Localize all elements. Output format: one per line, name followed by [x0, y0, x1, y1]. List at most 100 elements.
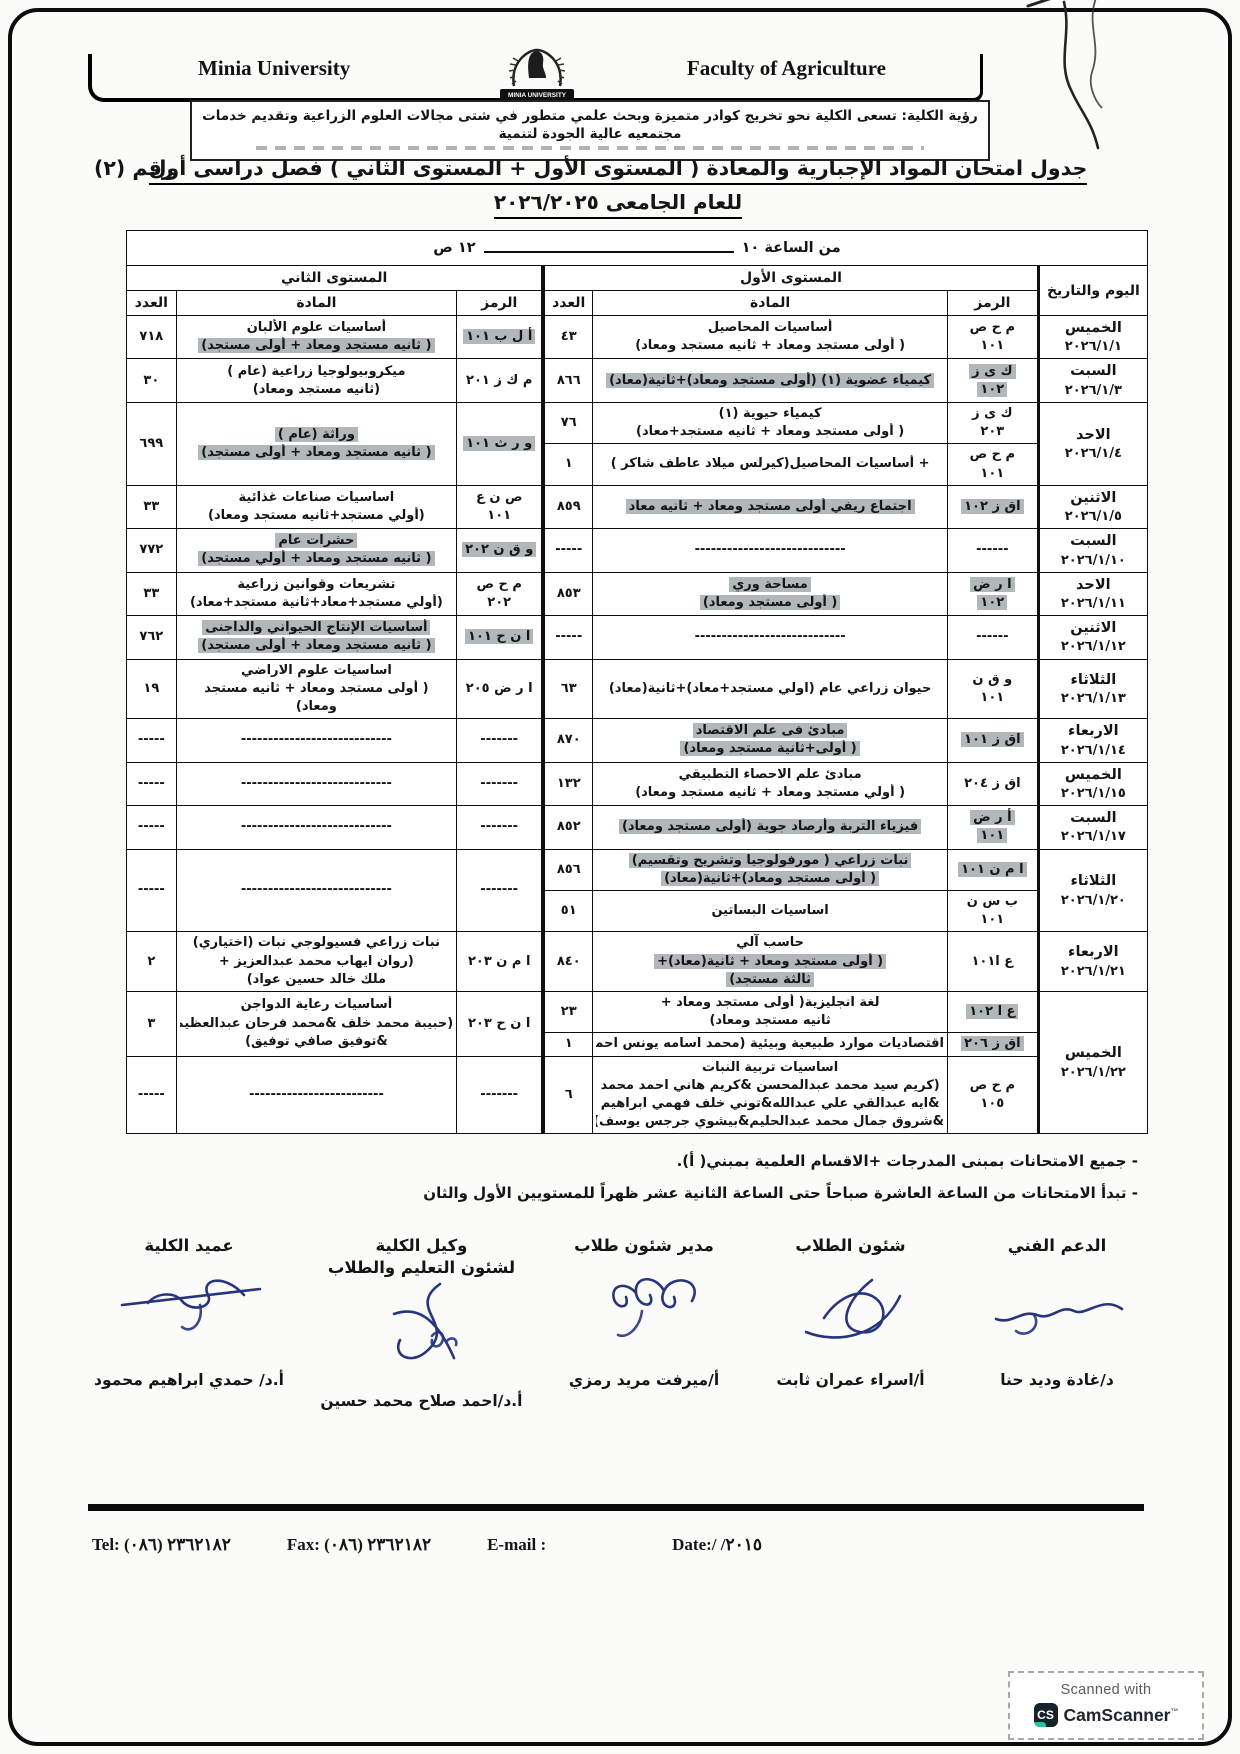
subject-cell: اجتماع ريفي أولى مستجد ومعاد + ثانيه معا… — [592, 484, 948, 530]
signature-ink — [559, 1257, 729, 1365]
day-date-cell: الاثنين ٢٠٢٦/١/١٢ — [1036, 615, 1149, 660]
code-cell: و ق ن ٢٠٢ — [456, 528, 546, 573]
code-cell: م ك ز ٢٠١ — [456, 358, 546, 403]
day-date-cell: الاربعاء ٢٠٢٦/١/١٤ — [1036, 718, 1149, 763]
subject-cell: مبادئ علم الاحصاء التطبيقي( أولي مستجد و… — [592, 761, 948, 807]
count-cell: ٧٦ — [542, 401, 594, 445]
subject-cell: حيوان زراعي عام (اولي مستجد+معاد)+ثانية(… — [592, 658, 948, 720]
subject-cell: نبات زراعي فسيولوجي نبات (اختياري) (روان … — [175, 931, 458, 992]
table-row: الاثنين ٢٠٢٦/١/١٢ ------ ------------------… — [126, 615, 1149, 660]
schedule-table-body: الخميس ٢٠٢٦/١/١ م ح ص ١٠١ أساسيات المحاصيل( … — [126, 314, 1149, 1135]
university-name: Minia University — [198, 56, 351, 80]
time-to: ١٢ ص — [433, 240, 476, 256]
count-cell: ----- — [542, 615, 594, 660]
count-cell: ٨٥٩ — [542, 484, 594, 530]
day-date-cell: الاثنين ٢٠٢٦/١/٥ — [1036, 484, 1149, 530]
signature-name: أ/اسراء عمران ثابت — [776, 1370, 925, 1389]
subject-cell: ---------------------------- — [175, 718, 458, 763]
table-row: الثلاثاء ٢٠٢٦/١/٢٠ ا م ن ١٠١ نبات زراعي ( م… — [126, 848, 1149, 933]
code-cell: اق ز ٢٠٤ — [946, 761, 1039, 807]
code-cell: م ح ص ١٠٥ — [946, 1055, 1039, 1135]
day-date-cell: السبت ٢٠٢٦/١/١٧ — [1036, 805, 1149, 850]
camscanner-line1: Scanned with — [1060, 1682, 1152, 1698]
code-cell: م ح ص ١٠١ — [946, 314, 1039, 360]
signature-name: د/غادة وديد حنا — [1000, 1370, 1114, 1389]
code-cell: ب س ن ١٠١ — [946, 890, 1039, 933]
pen-scribble-mark — [968, 0, 1148, 190]
title-number: رقم (٢) — [94, 156, 174, 180]
subject-cell: ---------------------------- — [592, 528, 948, 573]
subject-cell: + أساسيات المحاصيل(كيرلس ميلاد عاطف شاكر… — [592, 443, 948, 486]
count-cell: ٢٣ — [542, 990, 594, 1034]
page: Minia University Faculty of Agriculture … — [88, 0, 1149, 1555]
subject-cell: وراثة (عام )( ثانيه مستجد ومعاد + أولى م… — [175, 401, 458, 486]
logo-caption: MINIA UNIVERSITY — [508, 92, 567, 99]
code-cell: اق ز ١٠١ — [946, 718, 1039, 763]
subject-cell: كيمياء عضوية (١) (أولى مستجد ومعاد)+ثاني… — [592, 358, 948, 403]
count-cell: ٥١ — [542, 890, 594, 933]
count-cell: ٣٣ — [126, 571, 177, 617]
code-cell: ------- — [456, 761, 546, 807]
signature-name: أ/ميرفت مريد رمزي — [568, 1370, 720, 1389]
code-cell: اق ز ١٠٢ — [946, 484, 1039, 530]
code-cell: ا م ن ١٠١ — [946, 848, 1039, 892]
code-cell: ا ن ح ١٠١ — [456, 615, 546, 660]
code-cell: ا ر ض ١٠٢ — [946, 571, 1039, 617]
table-row: السبت ٢٠٢٦/١/٣ ك ى ز ١٠٢ كيمياء عضوية (١) (أ… — [126, 358, 1149, 403]
footer-tel: Tel: (٠٨٦) ٢٣٦٢١٨٢ — [92, 1535, 231, 1555]
subject-cell: نبات زراعي ( مورفولوجيا وتشريح وتقسيم)( … — [592, 848, 948, 892]
count-cell: ----- — [542, 528, 594, 573]
exam-schedule-table: من الساعة ١٠ ١٢ ص اليوم والتاريخ المستوى… — [126, 230, 1149, 1135]
subject-cell: اساسيات علوم الاراضي( أولى مستجد ومعاد +… — [175, 658, 458, 720]
level1-header: المستوى الأول — [542, 265, 1039, 291]
code-cell: ا ر ض ٢٠٥ — [456, 658, 546, 720]
footer-divider-line — [88, 1504, 1144, 1512]
day-date-cell: الخميس ٢٠٢٦/١/١٥ — [1036, 761, 1149, 807]
table-row: م ح ص ١٠١ + أساسيات المحاصيل(كيرلس ميلاد ع… — [127, 443, 1148, 486]
subject-cell: أساسيات رعاية الدواجن (حبيبة محمد خلف &مح… — [175, 990, 458, 1057]
signature-dean: عميد الكلية أ.د/ حمدي ابراهيم محمود — [94, 1235, 284, 1410]
code-cell: ص ن ع ١٠١ — [456, 484, 546, 530]
subject-cell: ------------------------- — [175, 1055, 458, 1135]
signature-ink — [320, 1278, 522, 1386]
count-cell: ----- — [126, 1055, 177, 1135]
footer-fax: Fax: (٠٨٦) ٢٣٦٢١٨٢ — [286, 1535, 432, 1555]
title-line2: للعام الجامعى ٢٠٢٦/٢٠٢٥ — [493, 190, 743, 219]
footer: Tel: (٠٨٦) ٢٣٦٢١٨٢ Fax: (٠٨٦) ٢٣٦٢١٨٢ E-… — [88, 1535, 1148, 1555]
col-day-header: اليوم والتاريخ — [1036, 265, 1149, 316]
table-row: الثلاثاء ٢٠٢٦/١/١٣ و ق ن ١٠١ حيوان زراعي عام… — [126, 658, 1149, 720]
footer-date-label: Date: — [672, 1535, 712, 1555]
count-cell: ١ — [542, 1032, 594, 1057]
signature-role: وكيل الكلية لشئون التعليم والطلاب — [327, 1236, 516, 1277]
signature-role: شئون الطلاب — [795, 1236, 906, 1256]
table-row: الاثنين ٢٠٢٦/١/٥ اق ز ١٠٢ اجتماع ريفي أولى … — [126, 484, 1149, 530]
table-row: الخميس ٢٠٢٦/١/١ م ح ص ١٠١ أساسيات المحاصيل( … — [126, 314, 1149, 360]
subject-cell: حشرات عام( ثانيه مستجد ومعاد + أولي مستج… — [175, 528, 458, 573]
count-cell: ٨٥٦ — [542, 848, 594, 892]
day-date-cell: الثلاثاء ٢٠٢٦/١/٢٠ — [1036, 848, 1149, 933]
code-cell: ------- — [456, 718, 546, 763]
count-cell: ٨٤٠ — [542, 931, 594, 992]
signature-role: عميد الكلية — [144, 1236, 234, 1256]
subject-cell: حاسب آلي( أولى مستجد ومعاد + ثانية(معاد)… — [592, 931, 948, 992]
subject-cell: كيمياء حيوية (١)( أولى مستجد ومعاد + ثان… — [592, 401, 948, 445]
signature-ink — [94, 1257, 284, 1365]
clipped-text-line — [256, 146, 924, 151]
code-cell: م ح ص ٢٠٢ — [456, 571, 546, 617]
count-cell: ٧٧٢ — [126, 528, 177, 573]
count-cell: ٦ — [542, 1055, 594, 1135]
header: Minia University Faculty of Agriculture … — [88, 0, 1148, 162]
subject-cell: مبادئ فى علم الاقتصاد( أولى+ثانية مستجد … — [592, 718, 948, 763]
subject-cell: ---------------------------- — [175, 848, 458, 933]
notes: - جميع الامتحانات بمبنى المدرجات +الاقسا… — [88, 1146, 1138, 1209]
level-header-row: اليوم والتاريخ المستوى الأول المستوى الث… — [126, 265, 1149, 316]
column-header-row: الرمز المادة العدد الرمز المادة العدد — [126, 290, 1148, 316]
code-cell: ------- — [456, 848, 546, 933]
signature-vice-dean: وكيل الكلية لشئون التعليم والطلاب أ.د/اح… — [320, 1235, 522, 1410]
count-cell: ٨٧٠ — [542, 718, 594, 763]
code-cell: ا م ن ٢٠٣ — [456, 931, 546, 992]
signature-ink — [766, 1257, 936, 1365]
code-cell: و ق ن ١٠١ — [946, 658, 1039, 720]
camscanner-watermark: Scanned with CS CamScanner™ — [1008, 1671, 1204, 1740]
col-subject1-header: المادة — [592, 290, 948, 316]
